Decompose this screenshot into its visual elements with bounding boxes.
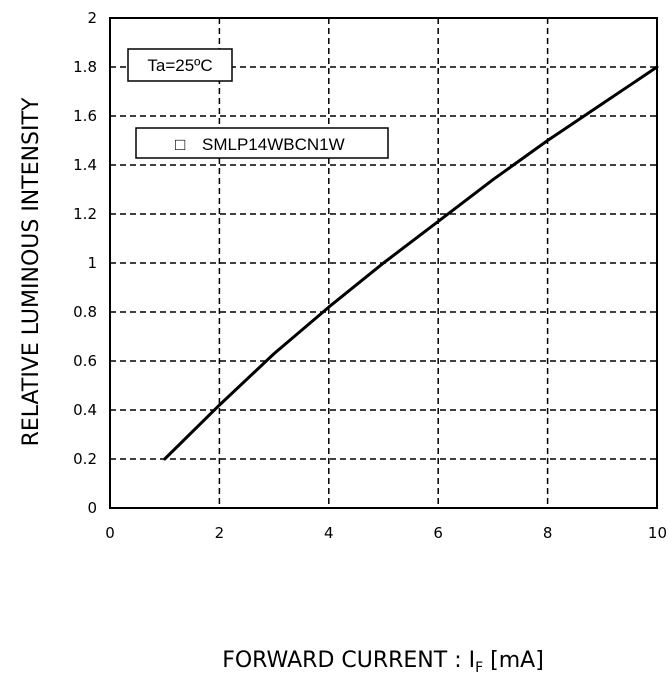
y-tick-label: 2 (87, 9, 97, 27)
x-axis-label-subscript: F (475, 660, 483, 676)
x-tick-label: 0 (105, 524, 115, 542)
legend-label: SMLP14WBCN1W (202, 135, 345, 154)
plot-area-frame (109, 17, 658, 509)
legend-marker: □ (175, 135, 185, 154)
x-axis-label-main: FORWARD CURRENT : I (222, 648, 475, 673)
x-tick-label: 6 (433, 524, 443, 542)
x-tick-label: 2 (215, 524, 225, 542)
y-tick-label: 1.2 (73, 205, 97, 223)
y-tick-label: 0.4 (73, 401, 97, 419)
series (163, 65, 659, 461)
y-tick-label: 1 (87, 254, 97, 272)
x-tick-label: 4 (324, 524, 334, 542)
x-tick-label: 10 (648, 524, 667, 542)
series-line (163, 65, 659, 461)
y-tick-label: 1.8 (73, 58, 97, 76)
legend: □ SMLP14WBCN1W (135, 127, 389, 159)
y-tick-label: 1.4 (73, 156, 97, 174)
x-axis-label-unit: [mA] (483, 648, 544, 673)
y-tick-label: 0.2 (73, 450, 97, 468)
y-axis-label: RELATIVE LUMINOUS INTENSITY (19, 97, 44, 446)
y-tick-label: 0.6 (73, 352, 97, 370)
y-tick-label: 0.8 (73, 303, 97, 321)
y-tick-label: 1.6 (73, 107, 97, 125)
condition-label: Ta=25ºC (147, 56, 212, 75)
x-tick-label: 8 (543, 524, 553, 542)
y-tick-label: 0 (87, 499, 97, 517)
condition-box: Ta=25ºC (127, 48, 233, 82)
x-axis-label: FORWARD CURRENT : IF [mA] (222, 648, 544, 676)
tick-labels: 0 0.2 0.4 0.6 0.8 1 1.2 1.4 1.6 1.8 2 0 2 4 6 8 10 (73, 9, 667, 542)
